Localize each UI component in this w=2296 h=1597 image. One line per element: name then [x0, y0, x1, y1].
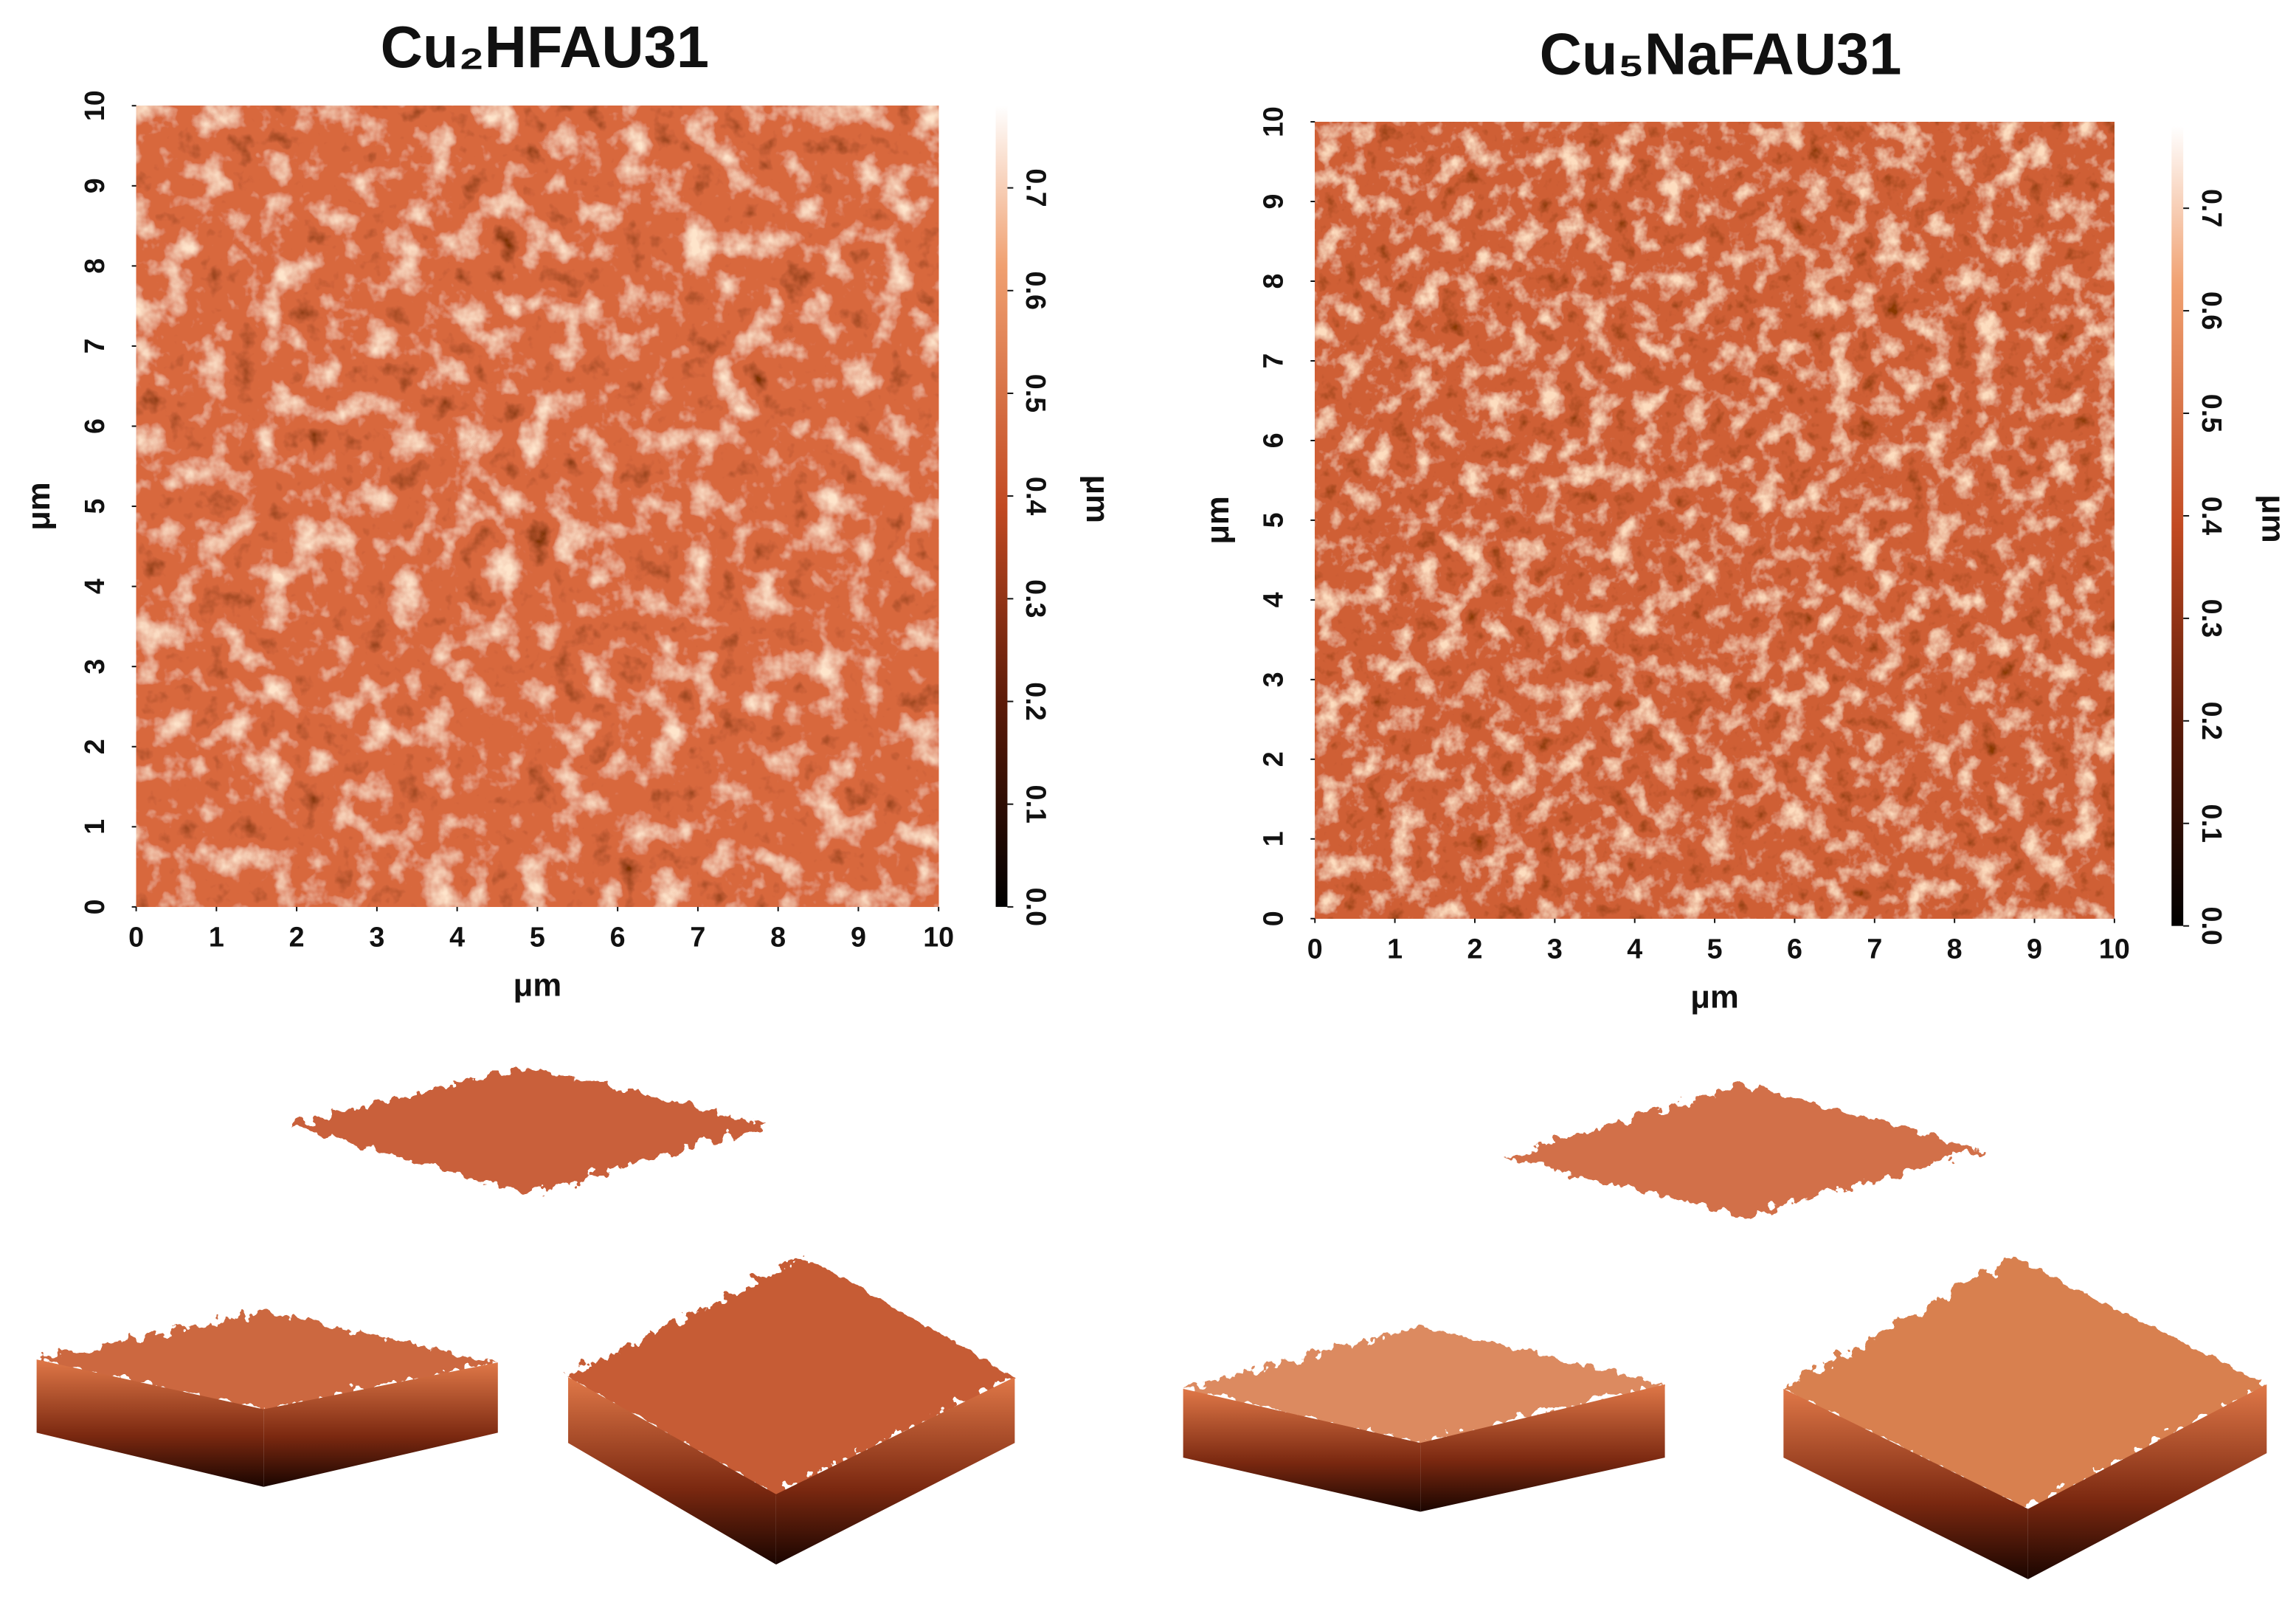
x-tick-label: 2: [289, 921, 305, 952]
x-tick-label: 9: [2027, 933, 2042, 964]
y-tick-label: 6: [79, 418, 110, 434]
x-axis-label: μm: [1690, 979, 1739, 1015]
surface-3d: [36, 1066, 2267, 1579]
y-tick-label: 1: [1258, 831, 1289, 846]
colorbar-tick-label: 0.0: [1020, 888, 1051, 926]
colorbar-tick-label: 0.7: [2196, 189, 2227, 227]
panel-title: Cu₅NaFAU31: [1540, 21, 1902, 87]
y-tick-label: 5: [1258, 512, 1289, 528]
afm-image: [136, 106, 939, 907]
x-tick-label: 7: [690, 921, 705, 952]
colorbar-tick-label: 0.6: [1020, 272, 1051, 310]
x-tick-label: 8: [1947, 933, 1963, 964]
y-tick-label: 0: [1258, 911, 1289, 926]
panel-title: Cu₂HFAU31: [381, 14, 709, 80]
x-tick-label: 10: [2099, 933, 2130, 964]
y-tick-label: 8: [1258, 274, 1289, 289]
colorbar-tick-label: 0.1: [2196, 804, 2227, 843]
y-tick-label: 10: [79, 90, 110, 121]
x-tick-label: 4: [449, 921, 465, 952]
y-tick-label: 4: [1258, 592, 1289, 607]
colorbar-tick-label: 0.4: [2196, 497, 2227, 535]
x-tick-label: 1: [209, 921, 224, 952]
x-tick-label: 10: [923, 921, 954, 952]
y-tick-label: 3: [1258, 672, 1289, 687]
afm-image: [1315, 122, 2115, 919]
colorbar-tick-label: 0.4: [1020, 477, 1051, 515]
colorbar-tick-label: 0.0: [2196, 906, 2227, 945]
x-tick-label: 7: [1867, 933, 1882, 964]
colorbar-tick-label: 0.2: [1020, 682, 1051, 720]
y-tick-label: 7: [1258, 353, 1289, 368]
colorbar-tick-label: 0.7: [1020, 168, 1051, 207]
x-tick-label: 2: [1467, 933, 1482, 964]
colorbar-tick-label: 0.1: [1020, 784, 1051, 823]
x-tick-label: 9: [851, 921, 866, 952]
colorbar-label: μm: [2255, 494, 2292, 543]
x-tick-label: 5: [530, 921, 545, 952]
x-tick-label: 4: [1627, 933, 1642, 964]
colorbar-tick-label: 0.2: [2196, 702, 2227, 740]
colorbar-tick-label: 0.5: [2196, 394, 2227, 432]
x-axis-label: μm: [514, 967, 562, 1004]
y-tick-label: 3: [79, 659, 110, 675]
y-tick-label: 7: [79, 338, 110, 353]
y-tick-label: 6: [1258, 432, 1289, 448]
y-tick-label: 0: [79, 899, 110, 914]
x-tick-label: 8: [770, 921, 786, 952]
x-tick-label: 6: [1787, 933, 1802, 964]
colorbar: [995, 106, 1008, 907]
colorbar: [2171, 126, 2184, 926]
y-tick-label: 1: [79, 819, 110, 835]
y-tick-label: 9: [1258, 194, 1289, 210]
x-tick-label: 0: [1307, 933, 1323, 964]
y-axis-label: μm: [21, 482, 57, 531]
y-tick-label: 2: [79, 739, 110, 754]
x-tick-label: 3: [369, 921, 384, 952]
y-tick-label: 9: [79, 178, 110, 193]
colorbar-tick-label: 0.3: [2196, 599, 2227, 638]
x-tick-label: 0: [128, 921, 144, 952]
x-tick-label: 5: [1707, 933, 1723, 964]
y-tick-label: 8: [79, 258, 110, 274]
y-tick-label: 2: [1258, 751, 1289, 767]
x-tick-label: 6: [610, 921, 626, 952]
colorbar-tick-label: 0.3: [1020, 579, 1051, 618]
colorbar-label: μm: [1079, 475, 1116, 523]
x-tick-label: 1: [1387, 933, 1403, 964]
y-tick-label: 10: [1258, 106, 1289, 137]
colorbar-tick-label: 0.6: [2196, 292, 2227, 330]
colorbar-tick-label: 0.5: [1020, 374, 1051, 413]
x-tick-label: 3: [1547, 933, 1563, 964]
y-axis-label: μm: [1200, 496, 1236, 545]
y-tick-label: 5: [79, 499, 110, 514]
y-tick-label: 4: [79, 579, 110, 594]
